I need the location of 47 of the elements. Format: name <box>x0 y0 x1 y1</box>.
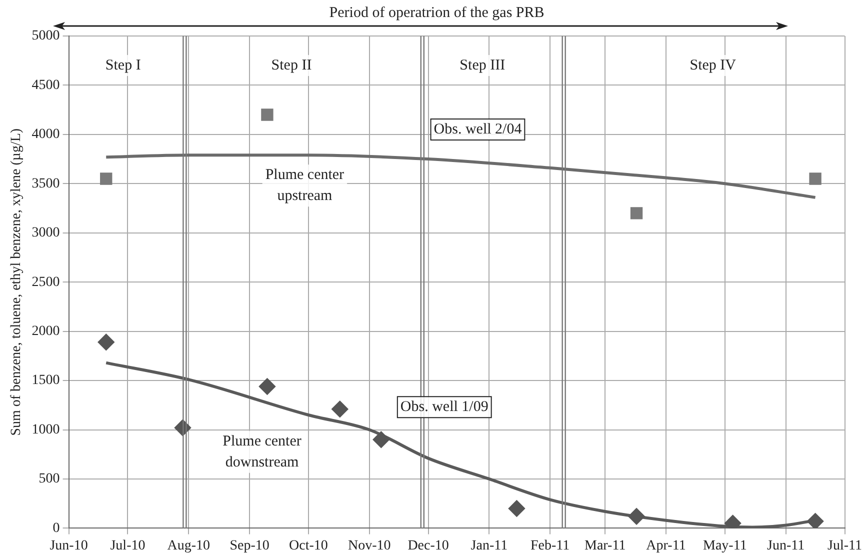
y-tick-label: 2500 <box>32 274 60 290</box>
y-tick-label: 4000 <box>32 127 60 142</box>
y-tick-label: 0 <box>52 520 60 536</box>
point <box>807 513 824 528</box>
annotation: Plume center upstream <box>265 167 344 204</box>
x-tick-label: Nov-10 <box>348 538 391 554</box>
x-tick-label: Aug-10 <box>167 538 210 554</box>
y-tick-label: 4500 <box>32 78 60 93</box>
point <box>100 172 112 185</box>
x-tick-label: Oct-10 <box>289 538 328 554</box>
x-tick-label: Jul-11 <box>828 538 862 554</box>
point <box>628 508 645 524</box>
y-tick-label: 2000 <box>32 324 60 339</box>
x-tick-label: Feb-11 <box>530 538 570 554</box>
y-tick-label: 1000 <box>32 422 60 438</box>
annotation: Obs. well 1/09 <box>400 399 488 416</box>
x-tick-label: Mar-11 <box>584 538 626 554</box>
point <box>724 515 741 528</box>
point <box>508 500 525 517</box>
point <box>261 108 274 121</box>
annotation: Step II <box>271 57 312 74</box>
y-tick-label: 3500 <box>32 176 60 192</box>
y-tick-label: 3000 <box>32 226 60 241</box>
x-tick-label: Sep-10 <box>230 538 270 554</box>
point <box>630 207 643 220</box>
y-tick-label: 1500 <box>32 373 60 388</box>
y-tick-label: 5000 <box>32 28 60 44</box>
x-tick-label: Apr-11 <box>646 538 686 554</box>
x-tick-label: Jun-11 <box>767 538 805 554</box>
x-tick-label: Jan-11 <box>470 538 508 554</box>
point <box>373 432 390 448</box>
x-tick-label: May-11 <box>703 538 747 554</box>
x-tick-label: Jul-10 <box>110 538 146 554</box>
point <box>809 172 822 185</box>
y-axis-title: Sum of benzene, toluene, ethyl benzene, xylene (µg/L) <box>9 128 24 436</box>
annotation: Obs. well 2/04 <box>434 121 522 138</box>
x-tick-label: Dec-10 <box>408 538 449 554</box>
annotation: Step IV <box>690 57 736 74</box>
y-tick-label: 500 <box>38 472 60 487</box>
point <box>259 378 276 394</box>
annotation: Step I <box>105 57 141 74</box>
x-tick-label: Jun-10 <box>50 538 88 554</box>
annotation: Plume center downstream <box>222 433 302 470</box>
annotation: Step III <box>460 57 506 74</box>
point <box>332 401 348 418</box>
point <box>98 334 114 350</box>
chart-title: Period of operatrion of the gas PRB <box>329 4 544 21</box>
